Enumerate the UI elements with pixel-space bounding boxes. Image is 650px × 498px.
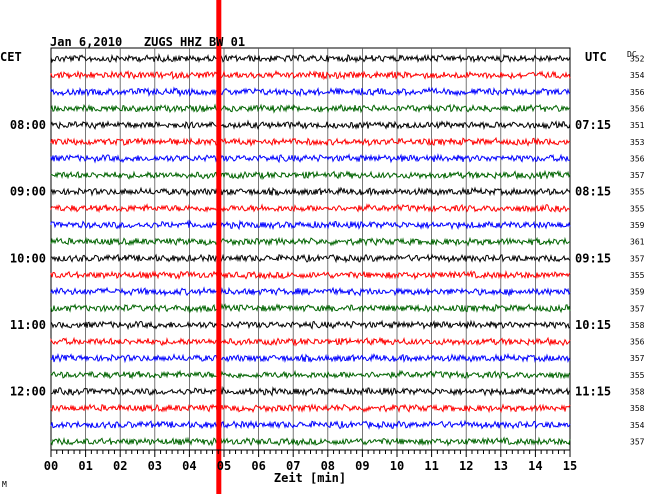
x-tick-label: 10 bbox=[390, 459, 404, 473]
utc-hour-label: 10:15 bbox=[575, 318, 611, 332]
seismic-trace bbox=[50, 186, 571, 197]
seismic-traces bbox=[50, 53, 571, 447]
dc-value: 355 bbox=[630, 204, 645, 213]
seismic-trace bbox=[50, 53, 571, 64]
dc-value: 351 bbox=[630, 121, 645, 130]
chart-title: Jan 6,2010 ZUGS HHZ BW 01 bbox=[50, 35, 245, 49]
dc-value: 357 bbox=[630, 354, 645, 363]
seismic-trace bbox=[50, 436, 571, 447]
cet-hour-label: 11:00 bbox=[10, 318, 46, 332]
dc-value: 356 bbox=[630, 104, 645, 113]
dc-header: DC bbox=[627, 50, 637, 59]
dc-value: 354 bbox=[630, 421, 645, 430]
highlight-layer bbox=[216, 0, 222, 494]
seismic-trace bbox=[50, 119, 571, 131]
x-tick-label: 09 bbox=[355, 459, 369, 473]
x-axis-label: Zeit [min] bbox=[274, 471, 346, 485]
dc-value: 361 bbox=[630, 238, 645, 247]
x-tick-label: 15 bbox=[563, 459, 577, 473]
x-axis: 00 01 02 03 04 05 06 07 08 09 10 11 12 13 14 15 bbox=[44, 449, 577, 473]
x-tick-label: 11 bbox=[424, 459, 438, 473]
seismic-trace bbox=[50, 336, 571, 347]
seismic-trace bbox=[50, 86, 571, 98]
seismic-trace bbox=[50, 369, 571, 380]
seismic-trace bbox=[50, 136, 571, 147]
seismic-trace bbox=[50, 403, 571, 414]
seismic-trace bbox=[50, 236, 571, 247]
seismic-trace bbox=[50, 386, 571, 397]
dc-value: 352 bbox=[630, 55, 645, 64]
dc-value: 359 bbox=[630, 221, 645, 230]
seismic-trace bbox=[50, 319, 571, 331]
seismic-trace bbox=[50, 203, 571, 214]
x-tick-label: 01 bbox=[78, 459, 92, 473]
dc-value: 355 bbox=[630, 271, 645, 280]
seismic-trace bbox=[50, 269, 571, 281]
seismic-trace bbox=[50, 69, 571, 81]
x-tick-label: 12 bbox=[459, 459, 473, 473]
dc-value: 358 bbox=[630, 404, 645, 413]
x-tick-label: 05 bbox=[217, 459, 231, 473]
x-tick-label: 04 bbox=[182, 459, 196, 473]
dc-value: 356 bbox=[630, 154, 645, 163]
cet-hour-label: 08:00 bbox=[10, 118, 46, 132]
x-tick-label: 02 bbox=[113, 459, 127, 473]
seismic-trace bbox=[50, 419, 571, 430]
x-tick-label: 07 bbox=[286, 459, 300, 473]
seismic-trace bbox=[50, 286, 571, 297]
dc-value: 359 bbox=[630, 288, 645, 297]
x-tick-label: 03 bbox=[148, 459, 162, 473]
dc-value: 355 bbox=[630, 188, 645, 197]
dc-value: 358 bbox=[630, 321, 645, 330]
dc-value: 357 bbox=[630, 171, 645, 180]
x-tick-label: 06 bbox=[251, 459, 265, 473]
utc-hour-label: 07:15 bbox=[575, 118, 611, 132]
dc-value: 357 bbox=[630, 254, 645, 263]
dc-value: 357 bbox=[630, 437, 645, 446]
x-tick-label: 14 bbox=[528, 459, 542, 473]
seismic-trace bbox=[50, 219, 571, 231]
x-tick-label: 08 bbox=[321, 459, 335, 473]
utc-hour-label: 08:15 bbox=[575, 185, 611, 199]
utc-label: UTC bbox=[585, 50, 607, 64]
seismic-trace bbox=[50, 303, 571, 314]
dc-value: 356 bbox=[630, 338, 645, 347]
cet-hour-label: 12:00 bbox=[10, 385, 46, 399]
cet-label: CET bbox=[0, 50, 22, 64]
dc-value: 358 bbox=[630, 388, 645, 397]
dc-value: 354 bbox=[630, 71, 645, 80]
seismic-trace bbox=[50, 152, 570, 164]
row-labels: 08:00 09:00 10:00 11:00 12:00 07:15 08:15 09:15… bbox=[10, 55, 645, 447]
utc-hour-label: 11:15 bbox=[575, 385, 611, 399]
dc-value: 355 bbox=[630, 371, 645, 380]
utc-hour-label: 09:15 bbox=[575, 251, 611, 265]
cet-hour-label: 09:00 bbox=[10, 185, 46, 199]
x-tick-label: 00 bbox=[44, 459, 58, 473]
seismic-trace bbox=[50, 253, 571, 264]
cet-hour-label: 10:00 bbox=[10, 251, 46, 265]
x-tick-label: 13 bbox=[494, 459, 508, 473]
event-marker-line bbox=[216, 0, 222, 494]
dc-value: 357 bbox=[630, 304, 645, 313]
dc-value: 353 bbox=[630, 138, 645, 147]
seismic-trace bbox=[50, 352, 571, 364]
seismic-trace bbox=[50, 103, 571, 114]
dc-value: 356 bbox=[630, 88, 645, 97]
footnote-mark: M bbox=[2, 480, 7, 489]
seismic-trace bbox=[50, 169, 571, 181]
